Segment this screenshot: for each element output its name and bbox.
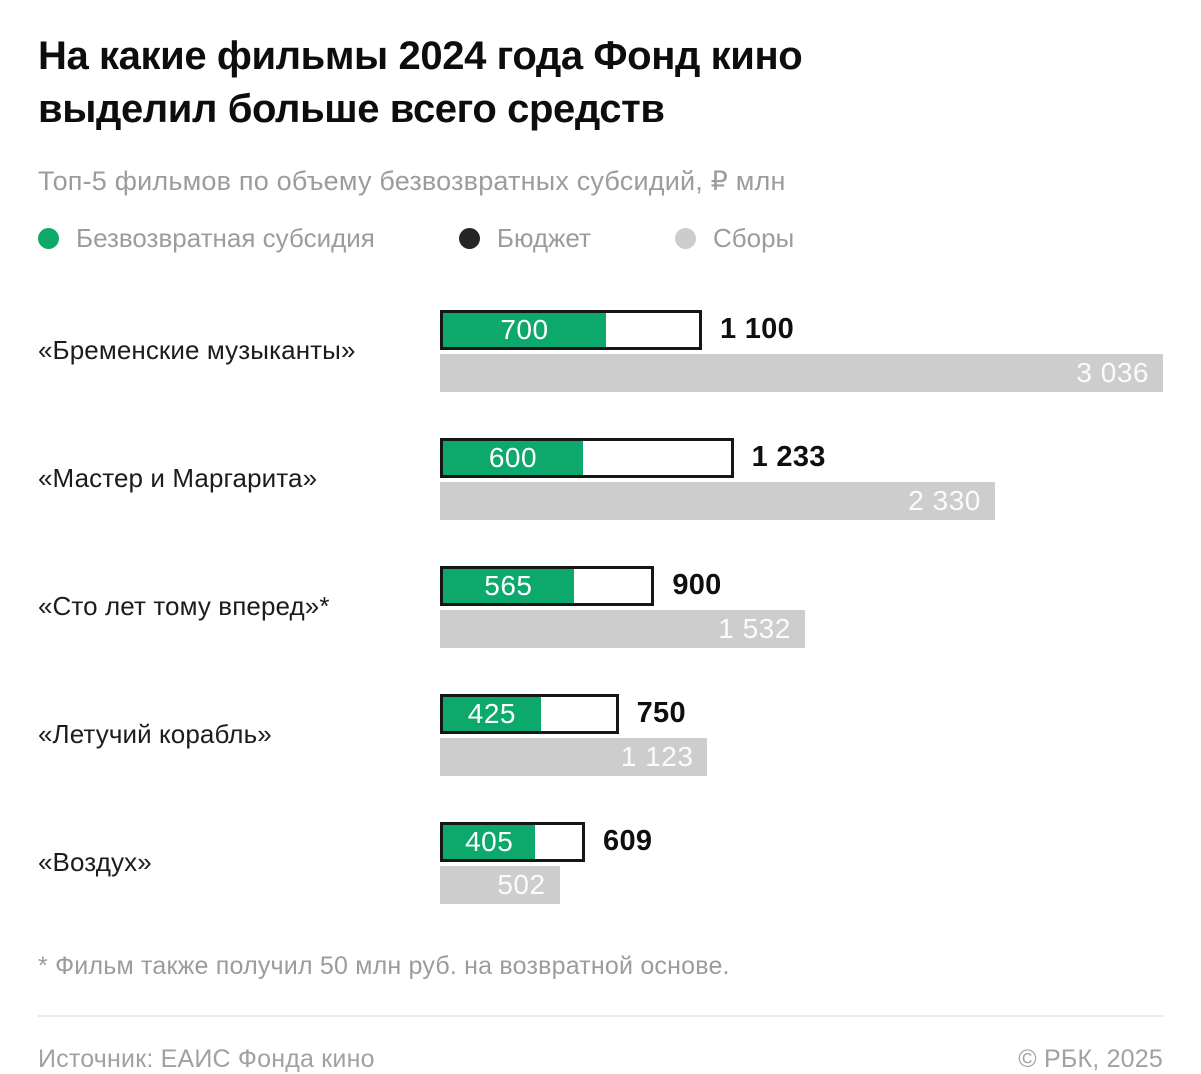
boxoffice-value: 1 123 — [620, 740, 694, 772]
subsidy-bar: 425 — [443, 696, 541, 731]
film-label: «Летучий корабль» — [38, 719, 272, 750]
subsidy-bar: 700 — [443, 312, 606, 347]
chart-row: «Летучий корабль» 425 750 1 123 — [38, 693, 1163, 776]
row-bars: 565 900 1 532 — [440, 565, 1163, 648]
boxoffice-value: 502 — [497, 868, 546, 900]
subsidy-value: 425 — [467, 697, 516, 729]
subsidy-bar: 405 — [443, 824, 536, 859]
row-bars: 405 609 502 — [440, 821, 1163, 904]
legend-label: Бюджет — [496, 222, 591, 253]
film-label: «Воздух» — [38, 847, 152, 878]
footer: Источник: ЕАИС Фонда кино © РБК, 2025 — [38, 1025, 1163, 1074]
subsidy-bar: 565 — [443, 568, 574, 603]
chart-row: «Мастер и Маргарита» 600 1 233 2 330 — [38, 437, 1163, 520]
boxoffice-bar: 2 330 — [440, 481, 995, 520]
divider — [38, 1014, 1163, 1017]
boxoffice-value: 2 330 — [908, 484, 981, 516]
boxoffice-bar: 1 532 — [440, 609, 805, 648]
film-label: «Мастер и Маргарита» — [38, 463, 318, 494]
budget-line: 565 900 — [440, 565, 1163, 606]
budget-bar: 565 — [440, 565, 655, 606]
boxoffice-bar: 3 036 — [440, 353, 1163, 392]
chart: «Бременские музыканты» 700 1 100 3 036 «Маст… — [38, 309, 1163, 904]
chart-subtitle: Топ-5 фильмов по объему безвозвратных су… — [38, 165, 786, 196]
budget-value: 750 — [636, 697, 686, 730]
budget-line: 700 1 100 — [440, 309, 1163, 350]
box-office-dot-icon — [674, 227, 696, 249]
budget-value: 900 — [672, 569, 722, 602]
boxoffice-bar: 502 — [440, 865, 560, 904]
budget-line: 405 609 — [440, 821, 1163, 862]
budget-value: 609 — [603, 825, 653, 858]
budget-value: 1 100 — [719, 313, 795, 346]
budget-bar: 425 — [440, 693, 619, 734]
boxoffice-value: 3 036 — [1076, 356, 1149, 388]
footnote: * Фильм также получил 50 млн руб. на воз… — [38, 951, 730, 980]
subsidy-dot-icon — [38, 227, 59, 249]
budget-bar: 600 — [440, 437, 734, 478]
subsidy-value: 565 — [484, 569, 533, 601]
film-label: «Бременские музыканты» — [38, 335, 356, 366]
legend-item-subsidy: Безвозвратная субсидия — [38, 223, 375, 254]
chart-row: «Сто лет тому вперед»* 565 900 1 532 — [38, 565, 1163, 648]
budget-bar: 700 — [440, 309, 702, 350]
budget-dot-icon — [458, 227, 480, 249]
chart-row: «Бременские музыканты» 700 1 100 3 036 — [38, 309, 1163, 392]
legend-label: Сборы — [712, 222, 795, 253]
legend-item-box-office: Сборы — [674, 222, 795, 254]
subsidy-value: 600 — [488, 441, 538, 473]
source-text: Источник: ЕАИС Фонда кино — [38, 1044, 375, 1073]
film-label: «Сто лет тому вперед»* — [38, 591, 330, 622]
row-bars: 425 750 1 123 — [440, 693, 1163, 776]
row-bars: 600 1 233 2 330 — [440, 437, 1163, 520]
boxoffice-value: 1 532 — [718, 612, 791, 644]
legend-item-budget: Бюджет — [458, 222, 591, 254]
legend-label: Безвозвратная субсидия — [76, 222, 375, 253]
page-title-line1: На какие фильмы 2024 года Фонд кино — [38, 34, 803, 78]
copyright-text: © РБК, 2025 — [1018, 1044, 1163, 1073]
budget-line: 600 1 233 — [440, 437, 1163, 478]
chart-row: «Воздух» 405 609 502 — [38, 821, 1163, 904]
subsidy-bar: 600 — [443, 440, 583, 475]
legend: Безвозвратная субсидия Бюджет Сборы — [38, 223, 1163, 254]
boxoffice-bar: 1 123 — [440, 737, 708, 776]
subsidy-value: 700 — [500, 313, 549, 345]
subsidy-value: 405 — [465, 825, 514, 857]
row-bars: 700 1 100 3 036 — [440, 309, 1163, 392]
budget-line: 425 750 — [440, 693, 1163, 734]
budget-value: 1 233 — [751, 441, 826, 474]
page-title: На какие фильмы 2024 года Фонд кино выде… — [38, 30, 1163, 136]
budget-bar: 405 — [440, 821, 586, 862]
page-title-line2: выделил больше всего средств — [38, 86, 665, 131]
